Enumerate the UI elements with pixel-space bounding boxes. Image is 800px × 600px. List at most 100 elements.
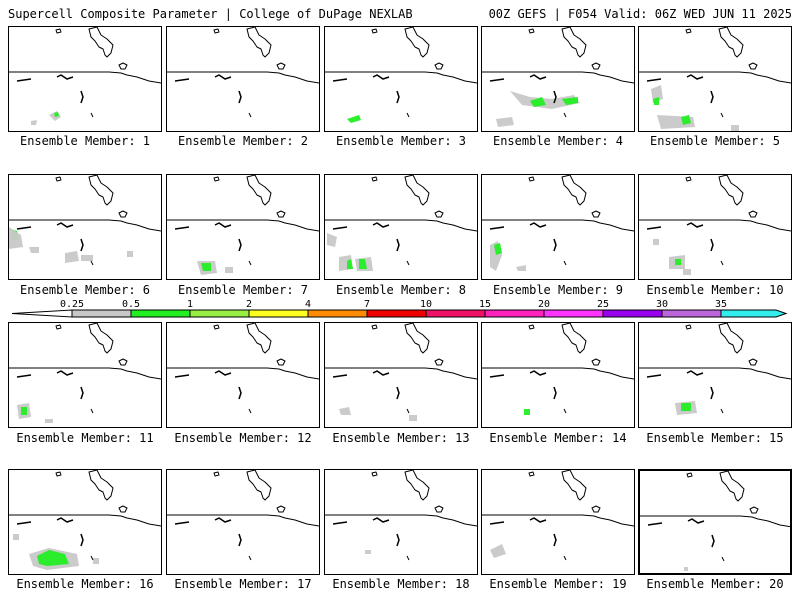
ensemble-member-map[interactable] [166, 469, 320, 575]
island-outline [213, 28, 220, 34]
shore-line [174, 521, 190, 525]
ensemble-member-map[interactable] [638, 174, 792, 280]
ensemble-member-label: Ensemble Member: 17 [174, 577, 312, 591]
ensemble-member-map[interactable] [8, 174, 162, 280]
ensemble-member-label: Ensemble Member: 1 [19, 134, 151, 148]
border-line [639, 71, 791, 84]
landmass-outline [561, 323, 587, 354]
colorbar-segment [71, 309, 132, 318]
ensemble-member-map[interactable] [481, 469, 635, 575]
ensemble-member-label: Ensemble Member: 4 [492, 134, 624, 148]
scp-contour [409, 415, 417, 421]
shore-line [332, 78, 348, 82]
colorbar-tick-label: 1 [187, 299, 193, 310]
island-outline [213, 324, 220, 330]
island-outline [118, 210, 128, 218]
landmass-outline [561, 27, 587, 58]
ensemble-member-map[interactable] [166, 26, 320, 132]
ensemble-member-map[interactable] [166, 322, 320, 428]
landmass-outline [404, 470, 430, 501]
map-canvas [482, 470, 634, 561]
scp-contour [347, 259, 353, 269]
ensemble-member-map[interactable] [324, 174, 478, 280]
map-canvas [9, 323, 161, 423]
colorbar-tick-label: 4 [305, 299, 311, 310]
shore-line [56, 370, 74, 376]
scp-contour [681, 115, 691, 125]
landmass-outline [718, 175, 744, 206]
ensemble-member-map[interactable] [481, 322, 635, 428]
island-outline [591, 62, 601, 70]
ensemble-member-map[interactable] [166, 174, 320, 280]
ensemble-member-map[interactable] [324, 322, 478, 428]
map-canvas [9, 27, 161, 125]
shore-line [529, 517, 547, 523]
island-outline [276, 62, 286, 70]
island-outline [748, 210, 758, 218]
ensemble-member-label: Ensemble Member: 19 [489, 577, 627, 591]
island-outline [528, 471, 535, 477]
island-outline [371, 176, 378, 182]
shore-line [396, 238, 400, 252]
shore-line [686, 74, 704, 80]
border-line [482, 71, 634, 84]
shore-line [214, 370, 232, 376]
shore-line [174, 226, 190, 230]
border-line [482, 367, 634, 380]
ensemble-member-label: Ensemble Member: 9 [492, 283, 624, 297]
scp-contour [516, 265, 526, 271]
island-outline [528, 324, 535, 330]
scp-contour [653, 239, 659, 245]
landmass-outline [404, 323, 430, 354]
colorbar-legend: 0.25 0.5 1 2 4 7 10 15 20 25 30 35 [12, 299, 788, 318]
ensemble-member-map[interactable] [481, 174, 635, 280]
scp-contour [37, 550, 69, 566]
shore-line [238, 238, 242, 252]
landmass-outline [404, 27, 430, 58]
scp-contour [530, 97, 546, 107]
scp-contour [13, 534, 19, 540]
shore-line [396, 90, 400, 104]
island-outline [371, 324, 378, 330]
colorbar-segment [661, 309, 722, 318]
shore-line [553, 90, 557, 104]
ensemble-member-map[interactable] [8, 322, 162, 428]
scp-contour [494, 243, 502, 255]
shore-line [489, 78, 505, 82]
border-line [9, 367, 161, 380]
colorbar-segment [720, 309, 788, 318]
scp-contour [339, 407, 351, 415]
ensemble-member-map[interactable] [481, 26, 635, 132]
island-outline [591, 505, 601, 513]
island-outline [748, 62, 758, 70]
shore-line [214, 222, 232, 228]
ensemble-member-map[interactable] [324, 469, 478, 575]
colorbar-segment [602, 309, 663, 318]
shore-line [647, 522, 663, 526]
landmass-outline [718, 27, 744, 58]
colorbar-tick-label: 0.25 [60, 299, 84, 310]
colorbar-segment [189, 309, 250, 318]
colorbar-segment [484, 309, 545, 318]
ensemble-member-map[interactable] [324, 26, 478, 132]
ensemble-member-label: Ensemble Member: 2 [177, 134, 309, 148]
valid-time: 00Z GEFS | F054 Valid: 06Z WED JUN 11 20… [488, 7, 792, 21]
island-outline [371, 28, 378, 34]
shore-line [80, 238, 84, 252]
ensemble-member-map[interactable] [8, 26, 162, 132]
map-canvas [482, 323, 634, 415]
ensemble-member-map[interactable] [638, 469, 792, 575]
ensemble-member-label: Ensemble Member: 18 [332, 577, 470, 591]
shore-line [372, 370, 390, 376]
map-canvas [325, 470, 477, 561]
scp-contour [21, 407, 27, 415]
shore-line [214, 74, 232, 80]
shore-line [710, 90, 714, 104]
shore-line [529, 74, 547, 80]
ensemble-member-map[interactable] [638, 26, 792, 132]
scp-contour [93, 558, 99, 564]
ensemble-member-map[interactable] [8, 469, 162, 575]
shore-line [332, 374, 348, 378]
landmass-outline [246, 175, 272, 206]
ensemble-member-map[interactable] [638, 322, 792, 428]
